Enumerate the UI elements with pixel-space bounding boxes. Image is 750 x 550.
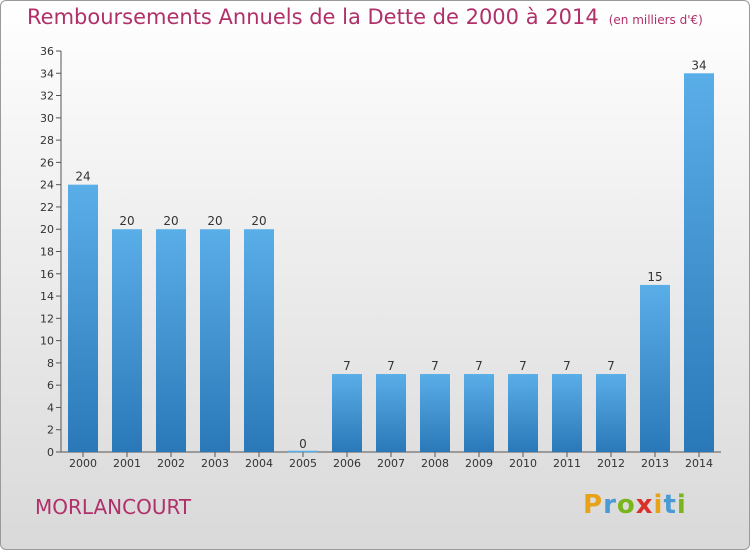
x-tick-label: 2003 — [201, 457, 229, 470]
y-tick-label: 36 — [40, 45, 54, 58]
y-tick-label: 18 — [40, 246, 54, 259]
y-tick-label: 12 — [40, 312, 54, 325]
y-tick-label: 20 — [40, 223, 54, 236]
title-text: Remboursements Annuels de la Dette de 20… — [27, 5, 599, 29]
x-tick-label: 2014 — [685, 457, 713, 470]
bar — [200, 229, 230, 452]
bar — [68, 184, 98, 452]
y-tick-label: 24 — [40, 179, 54, 192]
y-tick-label: 10 — [40, 335, 54, 348]
bar — [420, 374, 450, 452]
bar — [640, 284, 670, 452]
y-tick-label: 28 — [40, 134, 54, 147]
bar — [156, 229, 186, 452]
x-tick-label: 2001 — [113, 457, 141, 470]
y-tick-label: 2 — [47, 424, 54, 437]
bar-value-label: 7 — [519, 359, 527, 373]
data-labels: 24 20 20 20 20 0 7 7 7 7 7 7 7 15 34 — [75, 58, 706, 451]
bar — [376, 374, 406, 452]
bar — [244, 229, 274, 452]
y-tick-label: 26 — [40, 156, 54, 169]
x-tick-label: 2000 — [69, 457, 97, 470]
bar-value-label: 20 — [251, 214, 266, 228]
y-tick-label: 34 — [40, 67, 54, 80]
x-tick-label: 2007 — [377, 457, 405, 470]
bar — [112, 229, 142, 452]
bar — [508, 374, 538, 452]
unit-note: (en milliers d'€) — [608, 13, 703, 27]
bar — [464, 374, 494, 452]
bar-value-label: 34 — [691, 58, 706, 72]
y-tick-label: 6 — [47, 379, 54, 392]
bar-value-label: 7 — [431, 359, 439, 373]
bar — [552, 374, 582, 452]
bar-value-label: 0 — [299, 437, 307, 451]
x-tick-label: 2006 — [333, 457, 361, 470]
bars — [68, 73, 714, 453]
locality-name: MORLANCOURT — [35, 495, 192, 519]
y-tick-label: 32 — [40, 90, 54, 103]
y-tick-label: 22 — [40, 201, 54, 214]
y-tick-label: 30 — [40, 112, 54, 125]
bar-value-label: 7 — [343, 359, 351, 373]
x-tick-label: 2002 — [157, 457, 185, 470]
x-tick-label: 2008 — [421, 457, 449, 470]
y-tick-label: 4 — [47, 401, 54, 414]
bar-value-label: 24 — [75, 170, 90, 184]
x-tick-label: 2010 — [509, 457, 537, 470]
x-tick-label: 2005 — [289, 457, 317, 470]
bar-value-label: 15 — [647, 270, 662, 284]
proxiti-logo: Proxiti — [583, 490, 687, 520]
y-tick-label: 0 — [47, 446, 54, 459]
bar-value-label: 7 — [563, 359, 571, 373]
y-tick-label: 8 — [47, 357, 54, 370]
y-tick-label: 16 — [40, 268, 54, 281]
chart-title: Remboursements Annuels de la Dette de 20… — [27, 5, 703, 29]
bar — [332, 374, 362, 452]
bar-value-label: 7 — [607, 359, 615, 373]
x-tick-label: 2013 — [641, 457, 669, 470]
bar — [684, 73, 714, 453]
bar-value-label: 20 — [207, 214, 222, 228]
bar-value-label: 20 — [119, 214, 134, 228]
x-tick-label: 2004 — [245, 457, 273, 470]
bar — [596, 374, 626, 452]
y-tick-label: 14 — [40, 290, 54, 303]
bar-value-label: 7 — [475, 359, 483, 373]
x-tick-label: 2011 — [553, 457, 581, 470]
x-tick-label: 2012 — [597, 457, 625, 470]
bar-value-label: 20 — [163, 214, 178, 228]
bar-value-label: 7 — [387, 359, 395, 373]
x-tick-label: 2009 — [465, 457, 493, 470]
